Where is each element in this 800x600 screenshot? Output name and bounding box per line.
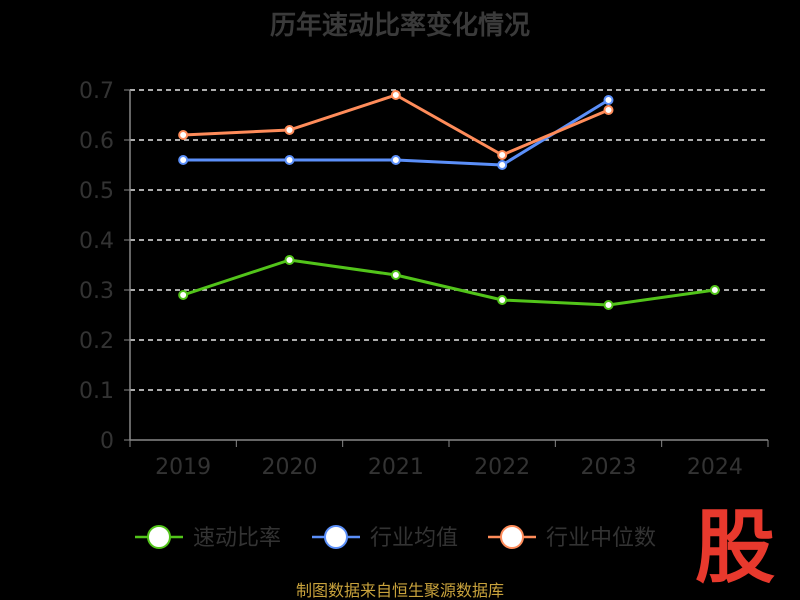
x-tick-label: 2021 — [368, 455, 424, 480]
y-tick-label: 0.7 — [79, 79, 114, 104]
legend: 速动比率 行业均值 行业中位数 — [135, 525, 656, 551]
y-tick-label: 0.2 — [79, 329, 114, 354]
data-point — [390, 155, 401, 165]
x-tick-label: 2024 — [687, 455, 743, 480]
x-tick-label: 2020 — [262, 455, 318, 480]
source-note: 制图数据来自恒生聚源数据库 — [296, 581, 504, 600]
y-tick-label: 0.1 — [79, 379, 114, 404]
legend-marker — [500, 525, 524, 549]
legend-marker — [324, 525, 348, 549]
data-point — [178, 155, 189, 165]
data-point — [284, 255, 295, 265]
x-tick-label: 2023 — [581, 455, 637, 480]
data-point — [390, 270, 401, 280]
data-point — [709, 285, 720, 295]
data-point — [603, 105, 614, 115]
data-point — [178, 130, 189, 140]
legend-label: 行业均值 — [370, 526, 458, 551]
y-tick-label: 0 — [100, 429, 114, 454]
axes — [124, 89, 769, 447]
data-point — [497, 295, 508, 305]
data-point — [284, 155, 295, 165]
data-point — [497, 160, 508, 170]
y-tick-label: 0.5 — [79, 179, 114, 204]
x-tick-label: 2019 — [155, 455, 211, 480]
y-axis-tick-labels: 0 0.1 0.2 0.3 0.4 0.5 0.6 0.7 — [79, 79, 114, 454]
data-point — [497, 150, 508, 160]
series-lines — [178, 90, 720, 310]
data-point — [178, 290, 189, 300]
data-point — [603, 300, 614, 310]
x-tick-label: 2022 — [474, 455, 530, 480]
legend-marker — [147, 525, 171, 549]
grid-lines — [130, 89, 768, 391]
series-line-0 — [182, 258, 716, 307]
data-point — [284, 125, 295, 135]
y-tick-label: 0.6 — [79, 129, 114, 154]
data-point — [390, 90, 401, 100]
y-tick-label: 0.4 — [79, 229, 114, 254]
series-line-2 — [183, 93, 610, 157]
legend-label: 行业中位数 — [546, 526, 656, 551]
y-tick-label: 0.3 — [79, 279, 114, 304]
x-axis-tick-labels: 2019 2020 2021 2022 2023 2024 — [155, 455, 743, 480]
legend-label: 速动比率 — [193, 526, 281, 551]
watermark-logo: 股 — [695, 501, 775, 594]
data-point — [603, 95, 614, 105]
chart-title: 历年速动比率变化情况 — [270, 10, 530, 41]
